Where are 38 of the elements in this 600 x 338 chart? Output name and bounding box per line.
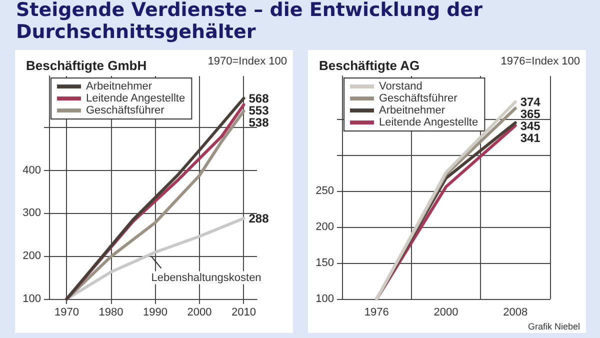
chart-title: Beschäftigte AG bbox=[319, 58, 420, 73]
x-tick-label: 1980 bbox=[98, 306, 124, 318]
data-label: 288 bbox=[248, 211, 270, 226]
data-label: 345 bbox=[520, 118, 541, 133]
x-tick-label: 2010 bbox=[231, 306, 256, 318]
x-tick-label: 2000 bbox=[434, 306, 458, 318]
x-tick-label: 1976 bbox=[364, 306, 389, 318]
legend-label: Arbeitnehmer bbox=[86, 80, 152, 92]
x-tick-label: 1990 bbox=[142, 306, 168, 318]
y-tick-label: 400 bbox=[22, 164, 41, 176]
legend-label: Geschäftsführer bbox=[86, 104, 165, 116]
legend-label: Vorstand bbox=[379, 80, 422, 92]
legend-label: Leitende Angestellte bbox=[86, 92, 186, 104]
x-tick-label: 1970 bbox=[54, 306, 79, 318]
data-label: 553 bbox=[248, 103, 270, 118]
data-label: 538 bbox=[248, 115, 270, 130]
annotation: Lebenshaltungskosten bbox=[151, 272, 262, 284]
text: 1970=Index 100 bbox=[208, 56, 288, 68]
y-tick-label: 150 bbox=[316, 257, 334, 270]
data-label: 568 bbox=[248, 91, 270, 106]
y-tick-label: 250 bbox=[316, 185, 334, 198]
chart-subtitle: Beschäftigte GmbH bbox=[26, 58, 147, 73]
y-tick-label: 200 bbox=[22, 250, 41, 262]
text: 1976=Index 100 bbox=[500, 56, 580, 68]
legend-label: Leitende Angestellte bbox=[379, 116, 478, 128]
x-tick-label: 2000 bbox=[187, 306, 212, 318]
data-label: 365 bbox=[520, 106, 541, 121]
legend-label: Arbeitnehmer bbox=[379, 104, 446, 116]
data-label: 341 bbox=[520, 130, 541, 145]
y-tick-label: 100 bbox=[316, 293, 334, 305]
text: Grafik Niebel bbox=[528, 322, 580, 332]
legend-label: Geschäftsführer bbox=[379, 92, 458, 104]
y-tick-label: 200 bbox=[316, 221, 334, 234]
data-label: 374 bbox=[520, 94, 541, 109]
y-tick-label: 300 bbox=[22, 207, 41, 220]
y-tick-label: 100 bbox=[22, 293, 41, 305]
chart-title: Steigende Verdienste – die Entwicklung der Durchschnittsgehälter bbox=[16, 0, 484, 43]
x-tick-label: 2008 bbox=[503, 306, 528, 318]
